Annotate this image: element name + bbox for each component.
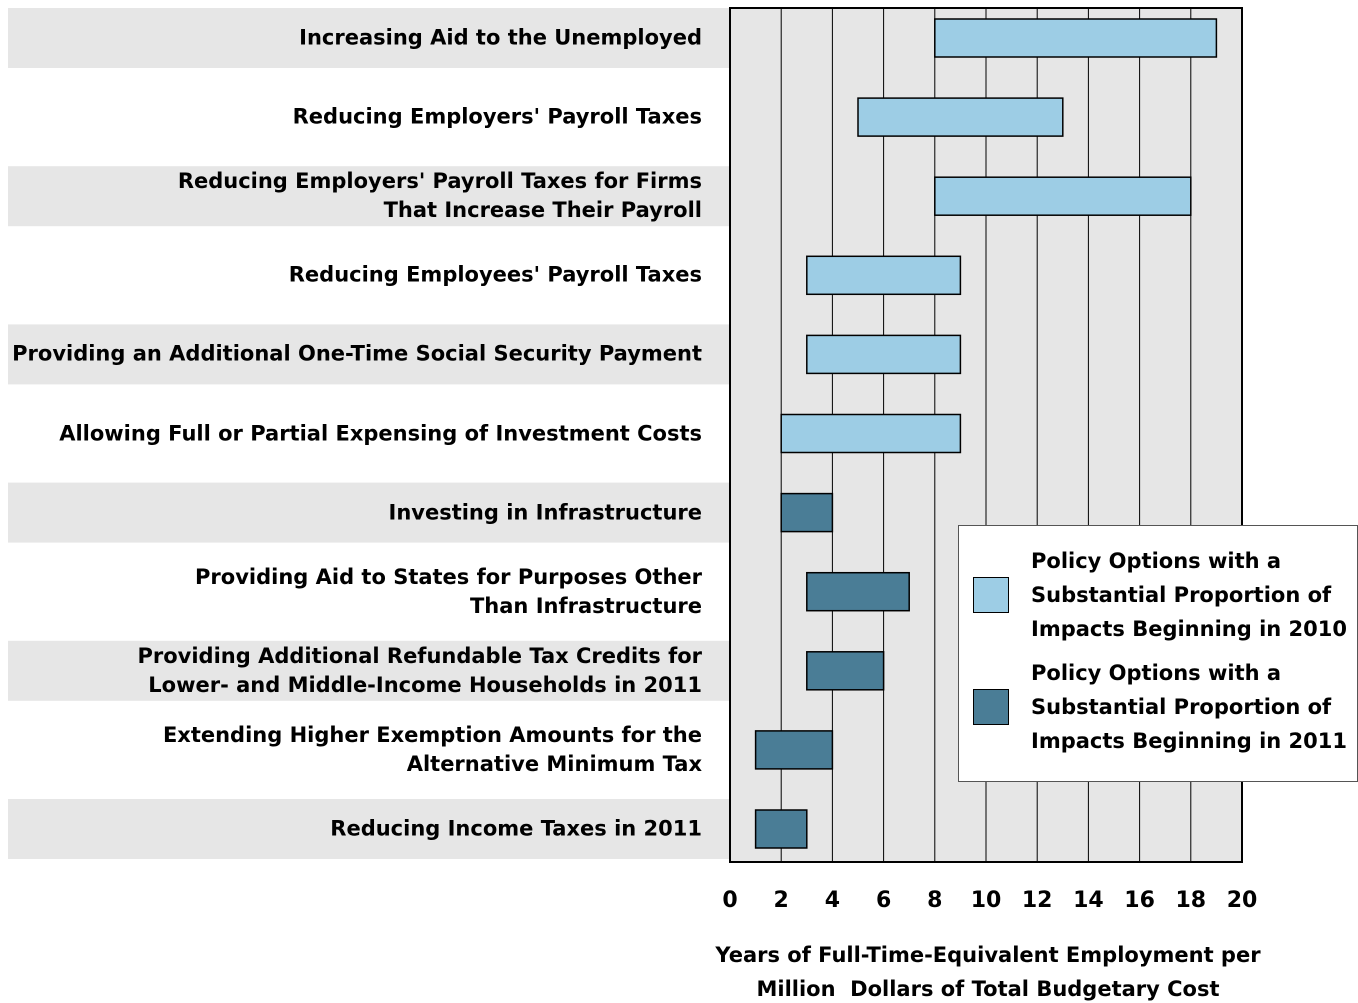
bar bbox=[780, 492, 834, 533]
legend: Policy Options with a Substantial Propor… bbox=[958, 525, 1358, 782]
legend-entry: Policy Options with a Substantial Propor… bbox=[973, 656, 1347, 758]
bar bbox=[806, 571, 910, 612]
bar bbox=[806, 255, 962, 296]
x-tick-label: 18 bbox=[1175, 888, 1207, 913]
bar bbox=[934, 18, 1218, 58]
row-band bbox=[8, 324, 730, 385]
bar bbox=[806, 334, 962, 375]
x-tick-label: 2 bbox=[773, 888, 789, 913]
category-label: Providing Aid to States for Purposes Oth… bbox=[195, 564, 702, 618]
x-tick-label: 4 bbox=[824, 888, 841, 913]
category-label: Investing in Infrastructure bbox=[388, 500, 703, 525]
row-band bbox=[8, 482, 730, 543]
category-label: Extending Higher Exemption Amounts for t… bbox=[162, 722, 702, 776]
category-label: Reducing Employers' Payroll Taxes bbox=[292, 104, 702, 129]
bar bbox=[754, 730, 834, 770]
category-label: Reducing Employers' Payroll Taxes for Fi… bbox=[177, 169, 702, 223]
category-label: Reducing Employees' Payroll Taxes bbox=[288, 262, 702, 287]
row-band bbox=[8, 166, 730, 227]
x-tick-label: 0 bbox=[722, 888, 738, 913]
x-axis-title: Years of Full-Time-Equivalent Employment… bbox=[715, 943, 1261, 1001]
x-tick-label: 20 bbox=[1226, 888, 1258, 913]
row-band bbox=[8, 640, 730, 701]
x-tick-label: 14 bbox=[1073, 888, 1104, 913]
row-band bbox=[8, 799, 730, 859]
category-label: Allowing Full or Partial Expensing of In… bbox=[59, 421, 702, 445]
legend-swatch bbox=[973, 577, 1009, 613]
bar bbox=[934, 176, 1192, 216]
x-tick-label: 8 bbox=[927, 888, 943, 913]
bar bbox=[780, 413, 962, 454]
legend-swatch bbox=[973, 689, 1009, 725]
bar bbox=[857, 97, 1064, 137]
legend-label: Policy Options with a Substantial Propor… bbox=[1031, 661, 1347, 753]
category-label: Reducing Income Taxes in 2011 bbox=[330, 816, 702, 841]
x-tick-label: 12 bbox=[1021, 888, 1053, 913]
bar bbox=[754, 809, 808, 849]
x-tick-label: 6 bbox=[875, 888, 892, 913]
plot-border bbox=[729, 7, 1243, 863]
category-label: Providing Additional Refundable Tax Cred… bbox=[137, 643, 703, 697]
bar bbox=[806, 651, 885, 691]
category-label: Providing an Additional One-Time Social … bbox=[12, 341, 702, 366]
row-band bbox=[8, 8, 730, 68]
legend-entry: Policy Options with a Substantial Propor… bbox=[973, 544, 1347, 646]
legend-label: Policy Options with a Substantial Propor… bbox=[1031, 549, 1347, 641]
x-tick-label: 16 bbox=[1124, 888, 1155, 913]
x-tick-label: 10 bbox=[970, 888, 1002, 913]
category-label: Increasing Aid to the Unemployed bbox=[299, 25, 702, 50]
